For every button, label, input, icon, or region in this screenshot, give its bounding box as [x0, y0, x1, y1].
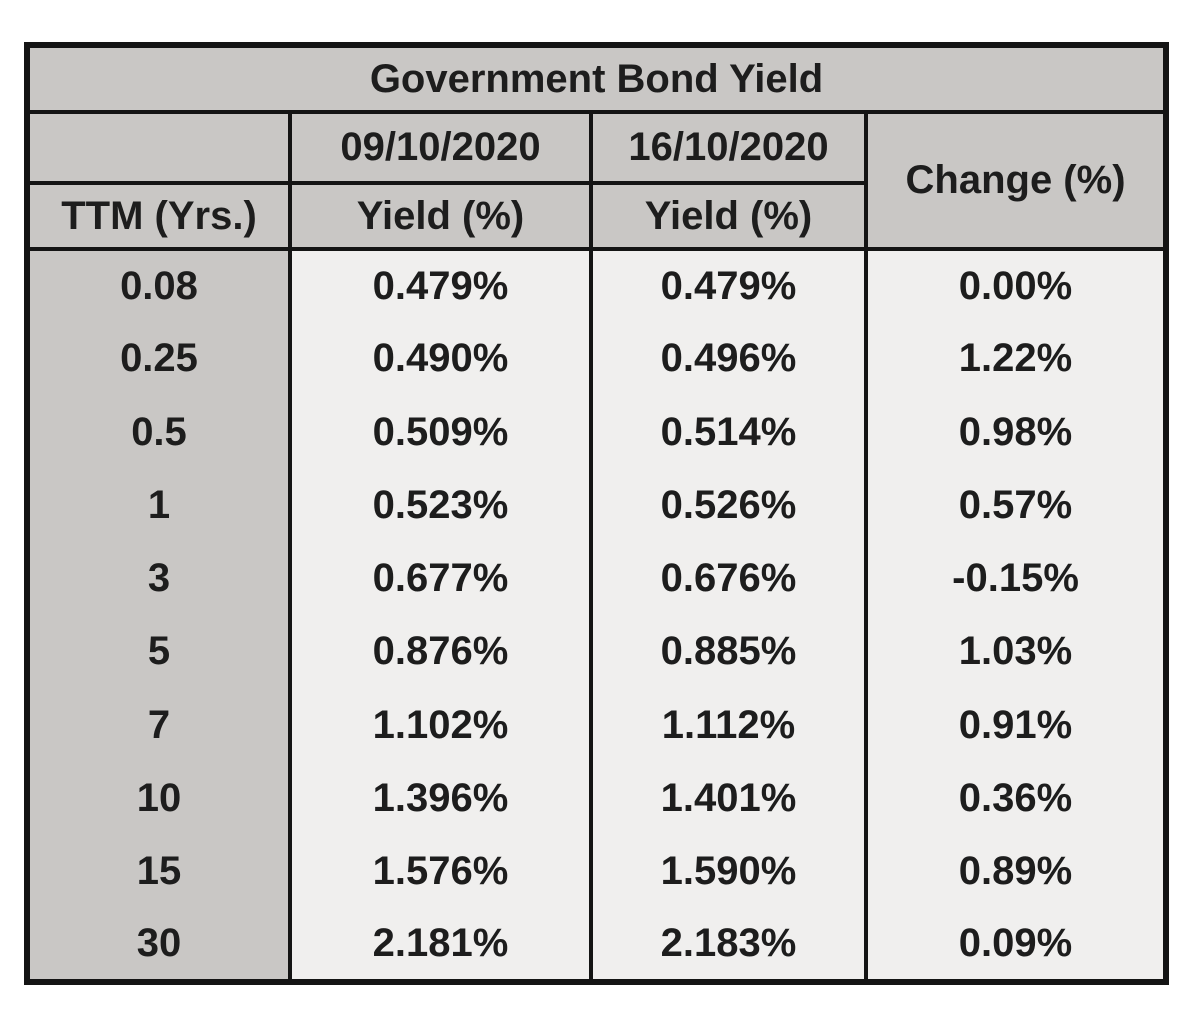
yield-1610-cell: 0.514% [589, 395, 868, 469]
date-header-0910: 09/10/2020 [288, 110, 593, 186]
change-cell: 0.57% [863, 468, 1169, 542]
ttm-cell: 7 [25, 688, 292, 762]
table-row: 30 2.181% 2.183% 0.09% [25, 908, 1169, 982]
yield-1610-cell: 1.401% [589, 761, 868, 836]
table-body: 0.08 0.479% 0.479% 0.00% 0.25 0.490% 0.4… [25, 248, 1169, 982]
yield-0910-cell: 0.677% [288, 542, 593, 616]
yield-0910-cell: 1.576% [288, 835, 593, 909]
yield-1610-cell: 1.590% [589, 835, 868, 909]
header-row-dates: 09/10/2020 16/10/2020 Change (%) [25, 110, 1169, 251]
yield-1610-cell: 0.479% [589, 248, 868, 323]
change-cell: 0.00% [863, 248, 1169, 323]
table-row: 15 1.576% 1.590% 0.89% [25, 835, 1169, 909]
yield-1610-cell: 0.496% [589, 322, 868, 396]
yield-0910-cell: 1.396% [288, 761, 593, 836]
change-header: Change (%) [863, 110, 1169, 251]
table-row: 1 0.523% 0.526% 0.57% [25, 468, 1169, 542]
table-row: 10 1.396% 1.401% 0.36% [25, 761, 1169, 836]
table-row: 0.25 0.490% 0.496% 1.22% [25, 322, 1169, 396]
ttm-cell: 15 [25, 835, 292, 909]
yield-1610-cell: 0.526% [589, 468, 868, 542]
corner-cell [25, 110, 292, 186]
change-cell: 0.36% [863, 761, 1169, 836]
ttm-cell: 0.5 [25, 395, 292, 469]
ttm-cell: 3 [25, 542, 292, 616]
change-cell: 0.91% [863, 688, 1169, 762]
ttm-cell: 0.25 [25, 322, 292, 396]
table-row: 0.5 0.509% 0.514% 0.98% [25, 395, 1169, 469]
change-cell: 1.03% [863, 615, 1169, 689]
ttm-cell: 30 [25, 908, 292, 982]
ttm-header: TTM (Yrs.) [25, 181, 292, 251]
change-cell: -0.15% [863, 542, 1169, 616]
change-cell: 0.09% [863, 908, 1169, 982]
change-cell: 0.89% [863, 835, 1169, 909]
yield-0910-cell: 2.181% [288, 908, 593, 982]
yield-0910-cell: 0.876% [288, 615, 593, 689]
yield-1610-cell: 0.676% [589, 542, 868, 616]
yield-header-1: Yield (%) [288, 181, 593, 251]
government-bond-yield-table: Government Bond Yield 09/10/2020 16/10/2… [24, 42, 1170, 985]
change-cell: 0.98% [863, 395, 1169, 469]
yield-0910-cell: 0.479% [288, 248, 593, 323]
yield-0910-cell: 0.509% [288, 395, 593, 469]
header-row-labels: TTM (Yrs.) Yield (%) Yield (%) [25, 181, 1166, 251]
yield-0910-cell: 1.102% [288, 688, 593, 762]
change-cell: 1.22% [863, 322, 1169, 396]
table-row: 7 1.102% 1.112% 0.91% [25, 688, 1169, 762]
table-row: 0.08 0.479% 0.479% 0.00% [25, 248, 1169, 323]
ttm-cell: 0.08 [25, 248, 292, 323]
yield-1610-cell: 1.112% [589, 688, 868, 762]
yield-1610-cell: 2.183% [589, 908, 868, 982]
title-row: Government Bond Yield [24, 42, 1169, 115]
table-title: Government Bond Yield [24, 42, 1169, 115]
yield-1610-cell: 0.885% [589, 615, 868, 689]
yield-0910-cell: 0.523% [288, 468, 593, 542]
yield-header-2: Yield (%) [589, 181, 868, 251]
ttm-cell: 10 [25, 761, 292, 836]
table-header: Government Bond Yield 09/10/2020 16/10/2… [24, 42, 1169, 251]
yield-0910-cell: 0.490% [288, 322, 593, 396]
table-row: 3 0.677% 0.676% -0.15% [25, 542, 1169, 616]
ttm-cell: 1 [25, 468, 292, 542]
ttm-cell: 5 [25, 615, 292, 689]
date-header-1610: 16/10/2020 [589, 110, 868, 186]
table-row: 5 0.876% 0.885% 1.03% [25, 615, 1169, 689]
